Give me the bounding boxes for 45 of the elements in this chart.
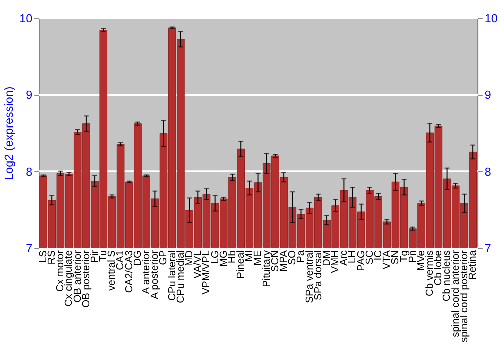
x-tick-label: Pituitary — [262, 250, 273, 288]
x-tick-label: Retina — [468, 250, 479, 280]
x-tick-label: CA1 — [116, 250, 127, 270]
x-tick-label: VPM/VPL — [202, 250, 213, 295]
x-tick-label: DM — [322, 250, 333, 266]
x-tick-label: Hb — [227, 250, 238, 264]
x-tick-label: PAG — [356, 250, 368, 272]
x-tick-label: CPu lateral — [167, 250, 178, 302]
x-tick-label: Cb nucleus — [442, 250, 454, 302]
x-tick-label: SN — [390, 250, 402, 265]
y2-tick-label: 8 — [484, 166, 492, 179]
y-tick-label: 10 — [20, 12, 34, 26]
x-tick-label: MVe — [416, 250, 428, 271]
x-tick-label: CA2/CA3 — [124, 250, 136, 294]
x-tick-label: CPu medial — [176, 250, 187, 304]
x-tick-label: IC — [373, 250, 384, 261]
x-tick-label: Pir — [90, 250, 101, 263]
x-tick-label: ME — [253, 250, 264, 266]
x-tick-label: spinal cord posterior — [459, 250, 470, 343]
y2-tick-label: 9 — [484, 89, 492, 102]
x-tick-label: Tg — [399, 250, 410, 262]
x-tick-label: SCN — [270, 250, 282, 272]
y-tick-label: 9 — [26, 89, 33, 102]
x-tick-label: SPa ventral — [304, 250, 316, 304]
y2-tick-label: 7 — [484, 242, 492, 256]
x-tick-label: RS — [47, 250, 58, 265]
x-tick-label: OB posterior — [81, 250, 92, 308]
x-tick-label: spinal cord anterior — [450, 250, 462, 338]
x-tick-label: SC — [364, 250, 376, 265]
x-tick-label: SPa dorsal — [313, 250, 324, 300]
y-axis-title: Log2 (expression) — [2, 86, 16, 180]
x-tick-label: LG — [210, 250, 222, 264]
x-tick-label: GP — [158, 250, 170, 266]
x-tick-label: Pa — [296, 250, 308, 263]
y-tick-label: 7 — [26, 242, 33, 256]
x-tick-label: LS — [38, 250, 50, 263]
y2-tick-label: 10 — [484, 12, 498, 26]
x-tick-label: MPA — [278, 250, 290, 272]
x-tick-label: OB anterior — [72, 250, 84, 303]
x-tick-label: Pn — [408, 250, 419, 263]
x-tick-label: DG — [132, 250, 144, 266]
y-tick-label: 8 — [26, 166, 33, 179]
x-tick-label: A posterior — [150, 250, 162, 300]
x-tick-label: MD — [184, 250, 196, 266]
x-tick-label: MG — [218, 250, 230, 267]
